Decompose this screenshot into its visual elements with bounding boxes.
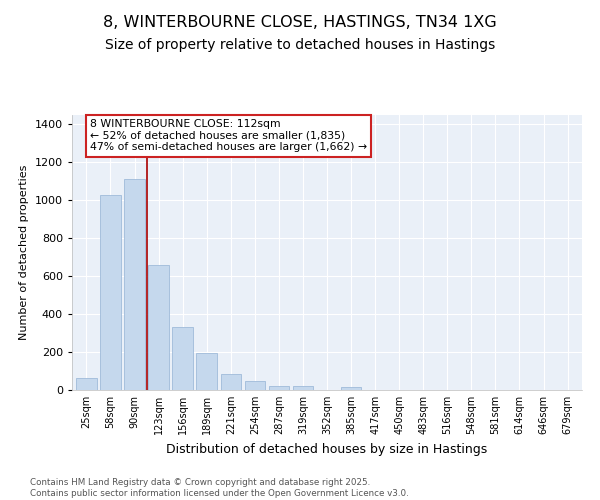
Bar xyxy=(245,381,265,390)
Text: Contains HM Land Registry data © Crown copyright and database right 2025.
Contai: Contains HM Land Registry data © Crown c… xyxy=(30,478,409,498)
Bar xyxy=(196,353,217,390)
Bar xyxy=(293,386,313,390)
Bar xyxy=(100,194,121,390)
Text: 8, WINTERBOURNE CLOSE, HASTINGS, TN34 1XG: 8, WINTERBOURNE CLOSE, HASTINGS, TN34 1X… xyxy=(103,15,497,30)
Bar xyxy=(124,180,145,390)
Bar xyxy=(341,387,361,390)
Bar xyxy=(269,386,289,390)
Bar xyxy=(148,265,169,390)
Text: 8 WINTERBOURNE CLOSE: 112sqm
← 52% of detached houses are smaller (1,835)
47% of: 8 WINTERBOURNE CLOSE: 112sqm ← 52% of de… xyxy=(90,119,367,152)
Text: Size of property relative to detached houses in Hastings: Size of property relative to detached ho… xyxy=(105,38,495,52)
Bar xyxy=(172,328,193,390)
Bar xyxy=(76,378,97,390)
Y-axis label: Number of detached properties: Number of detached properties xyxy=(19,165,29,340)
X-axis label: Distribution of detached houses by size in Hastings: Distribution of detached houses by size … xyxy=(166,442,488,456)
Bar xyxy=(221,374,241,390)
